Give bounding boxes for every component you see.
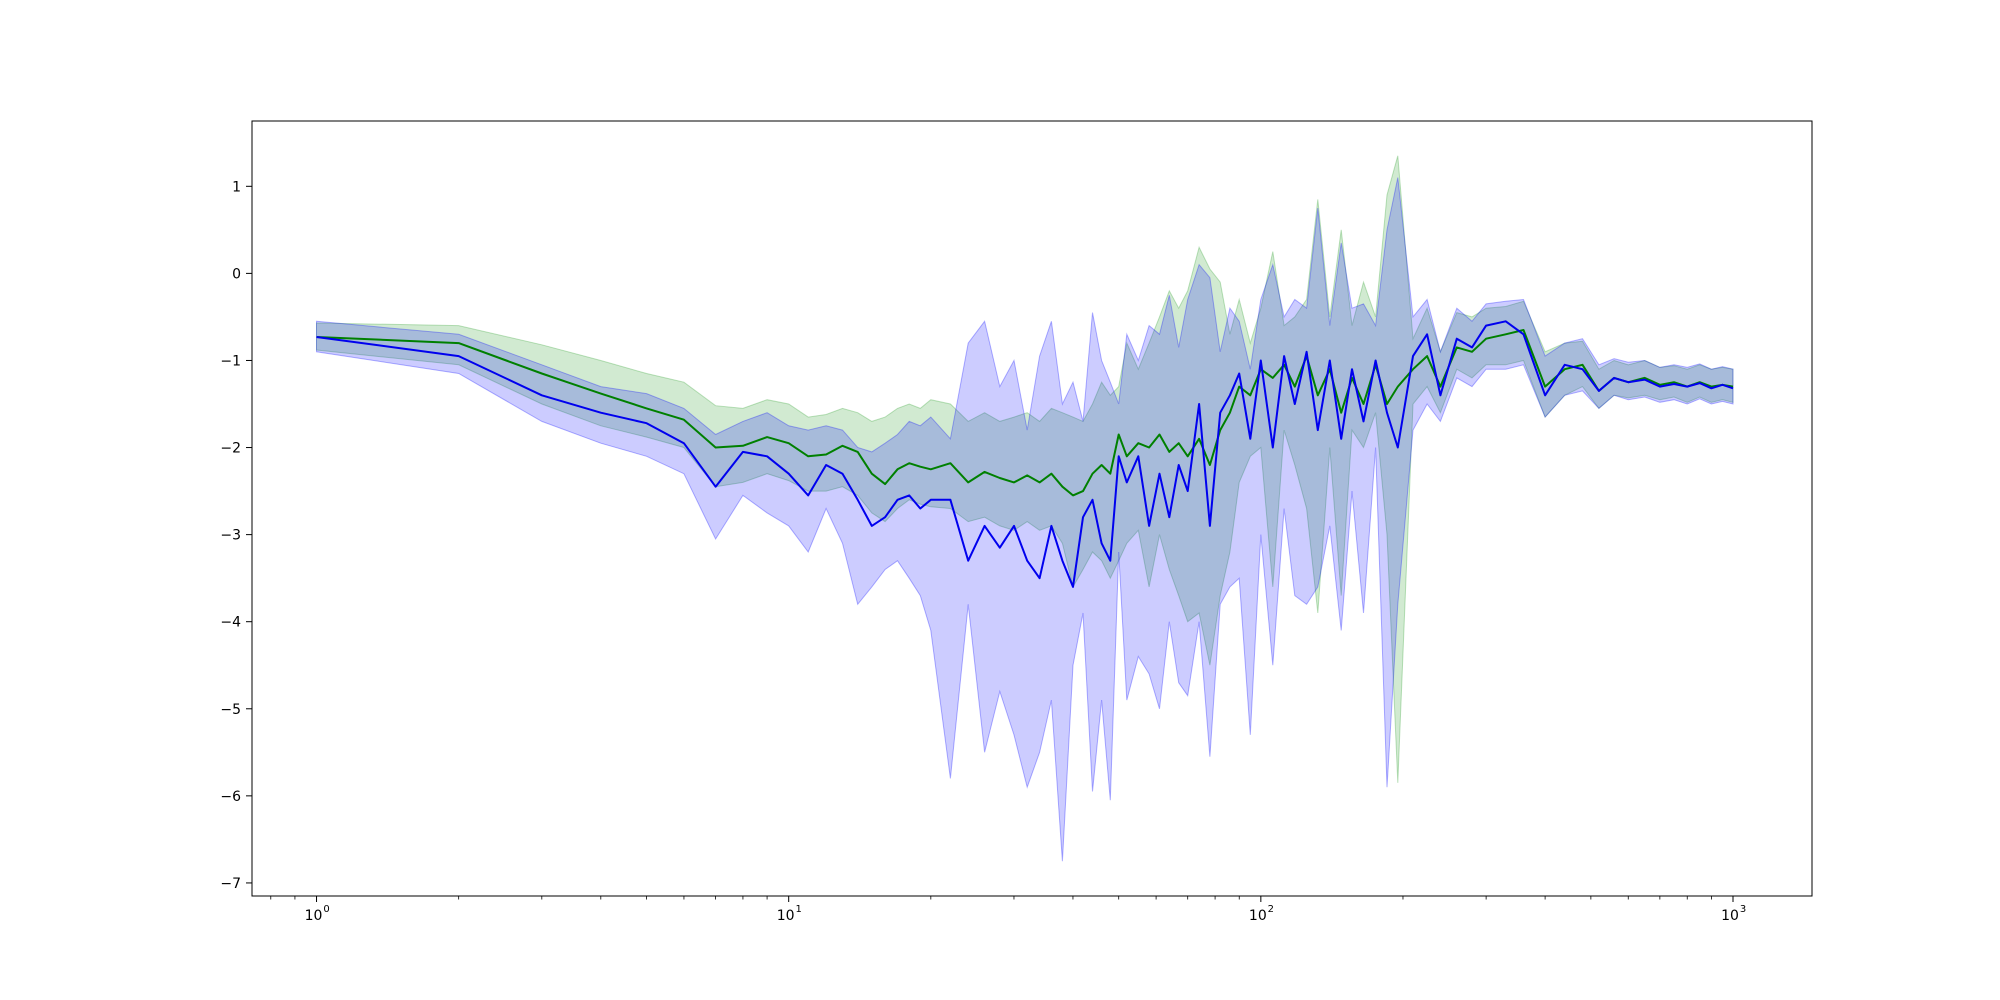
y-tick-label: −1 [220,353,241,369]
x-tick-exponent: 2 [1268,904,1274,915]
x-tick-label: 10 [1249,908,1267,924]
y-tick-label: −3 [220,528,241,544]
plot-frame [251,120,1813,897]
y-tick-label: 0 [232,266,241,282]
y-tick-label: −4 [220,615,241,631]
y-tick-label: −2 [220,441,241,457]
x-tick-exponent: 3 [1740,904,1746,915]
series-0-band [316,155,1734,783]
x-tick-label: 10 [1721,908,1739,924]
y-tick-label: −5 [220,702,241,718]
y-tick-label: −6 [220,789,241,805]
confidence-bands [316,155,1734,862]
x-tick-label: 10 [305,908,323,924]
series-1-line [316,320,1734,588]
x-tick-label: 10 [777,908,795,924]
y-tick-label: 1 [232,179,241,195]
axes: 10−1−2−3−4−5−6−710 0 10 1 10 2 10 3 [220,179,1746,924]
series-lines [316,320,1734,588]
x-tick-exponent: 0 [323,904,329,915]
series-1-band [316,177,1734,862]
y-tick-label: −7 [220,876,241,892]
series-0-line [316,329,1734,497]
plot-area-background [252,121,1812,896]
x-tick-exponent: 1 [796,904,802,915]
